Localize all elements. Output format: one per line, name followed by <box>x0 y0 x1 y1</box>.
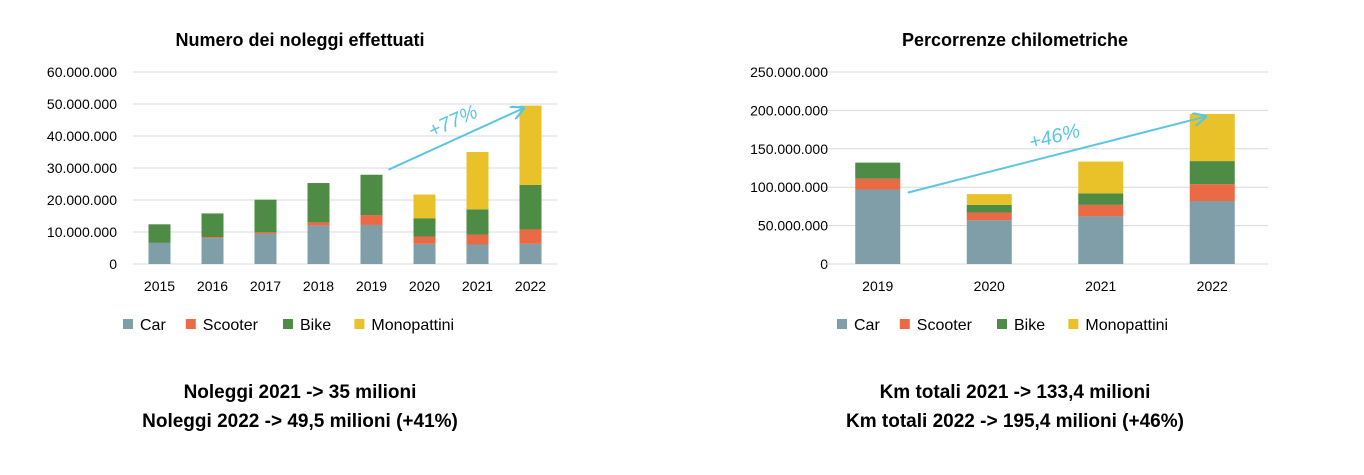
legend-swatch-bike <box>283 319 293 329</box>
bar-scooter-2022 <box>519 229 542 244</box>
y-tick-label: 50.000.000 <box>758 218 828 234</box>
x-tick-label: 2021 <box>1085 278 1116 294</box>
bar-car-2016 <box>201 238 224 264</box>
bar-bike-2020 <box>413 218 436 237</box>
kilometers-summary-line-2: Km totali 2022 -> 195,4 milioni (+46%) <box>846 411 1184 432</box>
kilometers-summary: Km totali 2021 -> 133,4 milioni Km total… <box>815 378 1215 436</box>
legend-swatch-scooter <box>185 319 196 329</box>
bar-bike-2015 <box>148 224 171 243</box>
bar-scooter-2019 <box>855 178 901 190</box>
bar-car-2022 <box>1189 201 1235 264</box>
rentals-summary: Noleggi 2021 -> 35 milioni Noleggi 2022 … <box>100 378 500 436</box>
legend-label-bike: Bike <box>300 317 331 334</box>
rentals-chart: Numero dei noleggi effettuati 60.000.000 5… <box>47 30 557 334</box>
legend-label-scooter: Scooter <box>917 317 973 334</box>
y-tick-label: 30.000.000 <box>47 160 117 176</box>
y-tick-label: 150.000.000 <box>750 141 828 157</box>
bar-car-2019 <box>855 189 901 264</box>
x-tick-label: 2020 <box>974 278 1005 294</box>
bar-car-2017 <box>254 233 277 264</box>
bar-car-2015 <box>148 242 171 264</box>
chart-title: Numero dei noleggi effettuati <box>175 30 424 50</box>
bar-bike-2019 <box>360 174 383 216</box>
legend-swatch-bike <box>997 319 1007 329</box>
bar-scooter-2021 <box>466 234 489 245</box>
bar-monopattini-2021 <box>466 152 489 210</box>
bar-monopattini-2021 <box>1078 161 1124 194</box>
x-tick-label: 2015 <box>144 278 175 294</box>
y-tick-label: 200.000.000 <box>750 102 828 118</box>
bar-car-2019 <box>360 224 383 264</box>
x-tick-label: 2021 <box>462 278 493 294</box>
legend-label-car: Car <box>854 317 880 334</box>
bar-scooter-2017 <box>254 232 277 234</box>
growth-arrow <box>388 109 523 171</box>
bar-bike-2016 <box>201 213 224 238</box>
bar-car-2022 <box>519 243 542 264</box>
bar-scooter-2019 <box>360 215 383 225</box>
bar-scooter-2016 <box>201 237 224 239</box>
bar-scooter-2022 <box>1189 184 1235 202</box>
y-tick-label: 250.000.000 <box>750 64 828 80</box>
legend-swatch-scooter <box>899 319 910 329</box>
legend-swatch-car <box>837 319 847 329</box>
legend-swatch-monopattini <box>1068 319 1079 329</box>
legend-label-monopattini: Monopattini <box>371 317 454 334</box>
y-tick-label: 0 <box>109 256 117 272</box>
bar-car-2021 <box>466 244 489 264</box>
bar-bike-2019 <box>855 162 901 179</box>
x-tick-label: 2020 <box>409 278 440 294</box>
bar-scooter-2018 <box>307 222 330 226</box>
bar-bike-2021 <box>466 209 489 235</box>
legend-label-monopattini: Monopattini <box>1085 317 1168 334</box>
bar-scooter-2021 <box>1078 204 1124 217</box>
bar-monopattini-2022 <box>1189 113 1235 162</box>
bar-bike-2017 <box>254 199 277 233</box>
bar-car-2020 <box>413 243 436 264</box>
growth-arrow <box>907 117 1205 194</box>
y-tick-label: 50.000.000 <box>47 96 117 112</box>
legend-label-bike: Bike <box>1014 317 1045 334</box>
y-tick-label: 60.000.000 <box>47 64 117 80</box>
y-tick-label: 40.000.000 <box>47 128 117 144</box>
bar-bike-2020 <box>966 204 1012 213</box>
kilometers-summary-line-1: Km totali 2021 -> 133,4 milioni <box>879 382 1151 403</box>
y-tick-label: 10.000.000 <box>47 224 117 240</box>
legend-label-scooter: Scooter <box>203 317 259 334</box>
x-tick-label: 2016 <box>197 278 228 294</box>
bar-bike-2018 <box>307 183 330 223</box>
chart-title: Percorrenze chilometriche <box>902 30 1128 50</box>
bar-bike-2022 <box>1189 161 1235 185</box>
bar-car-2020 <box>966 220 1012 264</box>
x-tick-label: 2018 <box>303 278 334 294</box>
y-tick-label: 100.000.000 <box>750 179 828 195</box>
x-tick-label: 2017 <box>250 278 281 294</box>
bar-bike-2022 <box>519 184 542 230</box>
bar-monopattini-2020 <box>413 194 436 219</box>
legend-swatch-car <box>123 319 133 329</box>
bar-scooter-2020 <box>966 212 1012 221</box>
x-tick-label: 2019 <box>862 278 893 294</box>
y-tick-label: 20.000.000 <box>47 192 117 208</box>
legend-label-car: Car <box>140 317 166 334</box>
legend-swatch-monopattini <box>354 319 365 329</box>
x-tick-label: 2022 <box>515 278 546 294</box>
kilometers-chart: Percorrenze chilometriche 250.000.000 200.… <box>750 30 1268 334</box>
bar-car-2021 <box>1078 216 1124 264</box>
bar-bike-2021 <box>1078 193 1124 205</box>
rentals-summary-line-1: Noleggi 2021 -> 35 milioni <box>183 382 417 403</box>
bar-monopattini-2022 <box>519 105 542 185</box>
x-tick-label: 2022 <box>1197 278 1228 294</box>
x-tick-label: 2019 <box>356 278 387 294</box>
rentals-summary-line-2: Noleggi 2022 -> 49,5 milioni (+41%) <box>142 411 458 432</box>
bar-monopattini-2020 <box>966 194 1012 205</box>
bar-car-2018 <box>307 225 330 264</box>
bar-scooter-2020 <box>413 236 436 244</box>
